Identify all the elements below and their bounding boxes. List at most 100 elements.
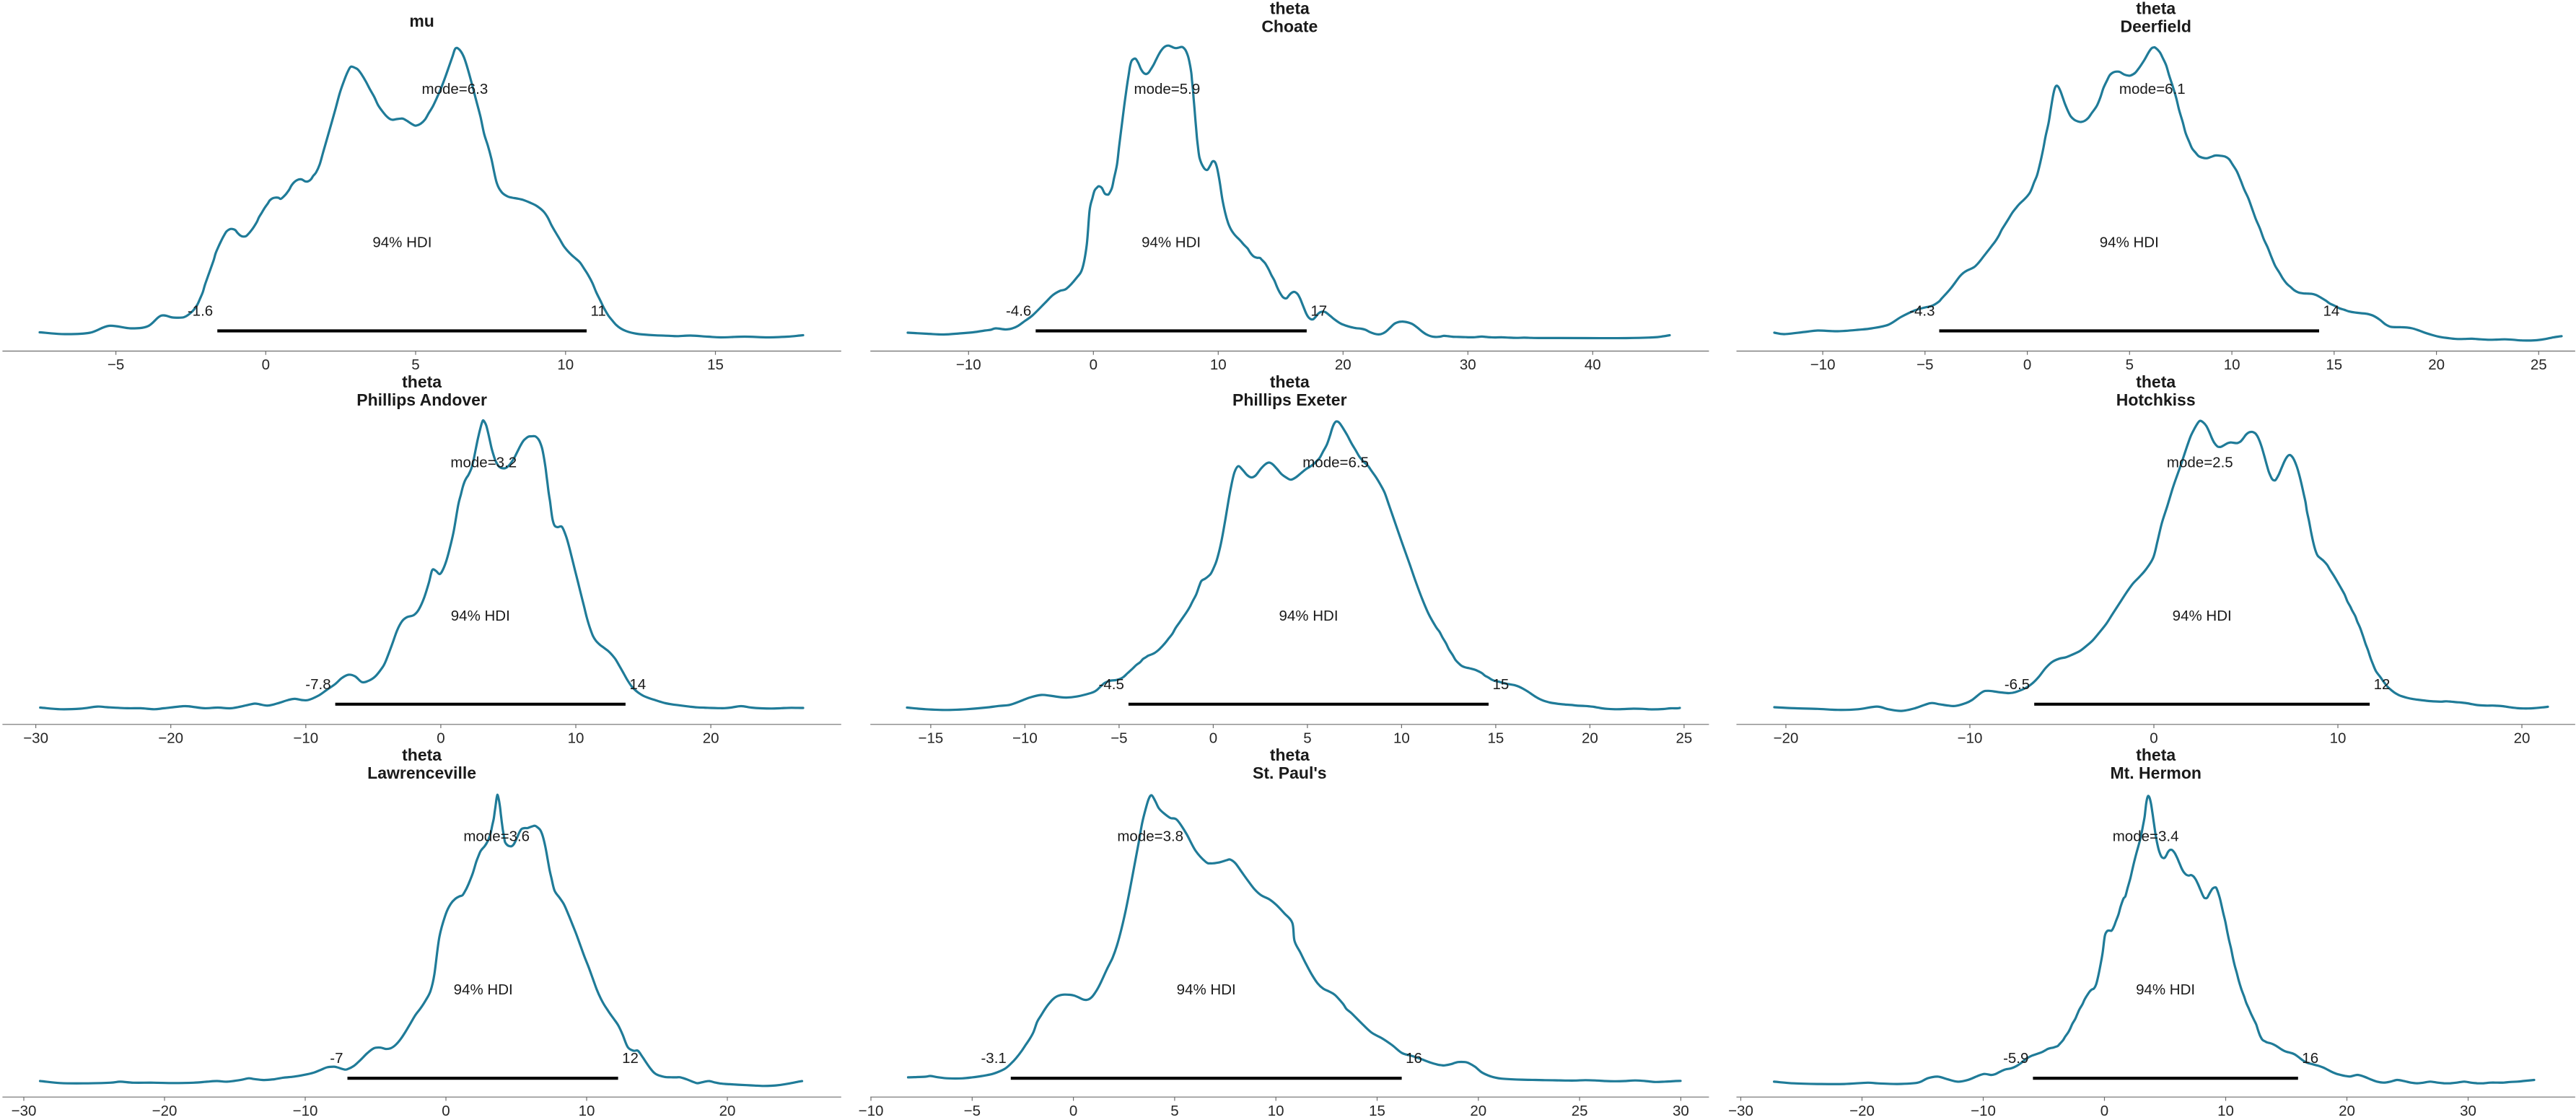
svg-text:10: 10 (1210, 356, 1227, 373)
svg-text:12: 12 (622, 1050, 639, 1067)
svg-text:5: 5 (1303, 730, 1311, 746)
svg-text:−5: −5 (108, 356, 124, 373)
svg-text:−5: −5 (1916, 356, 1933, 373)
svg-text:0: 0 (1090, 356, 1098, 373)
svg-text:94% HDI: 94% HDI (2136, 981, 2195, 998)
svg-text:Phillips Exeter: Phillips Exeter (1232, 390, 1347, 409)
svg-text:Lawrenceville: Lawrenceville (367, 764, 476, 782)
svg-text:0: 0 (2100, 1103, 2108, 1119)
svg-text:0: 0 (437, 730, 444, 746)
svg-text:20: 20 (2339, 1103, 2355, 1119)
svg-text:theta: theta (1270, 372, 1310, 391)
svg-text:mode=6.3: mode=6.3 (422, 81, 489, 97)
svg-text:mode=2.5: mode=2.5 (2167, 454, 2233, 471)
svg-text:5: 5 (411, 356, 419, 373)
svg-text:0: 0 (442, 1103, 450, 1119)
svg-text:St. Paul's: St. Paul's (1253, 764, 1327, 782)
svg-text:15: 15 (1369, 1103, 1385, 1119)
svg-text:94% HDI: 94% HDI (1177, 981, 1236, 998)
svg-text:−20: −20 (152, 1103, 178, 1119)
svg-text:14: 14 (629, 676, 646, 693)
svg-text:theta: theta (1270, 745, 1310, 764)
svg-text:10: 10 (1268, 1103, 1284, 1119)
svg-text:10: 10 (568, 730, 584, 746)
svg-text:Hotchkiss: Hotchkiss (2116, 390, 2196, 409)
svg-text:20: 20 (2428, 356, 2445, 373)
svg-text:94% HDI: 94% HDI (372, 235, 431, 251)
svg-text:theta: theta (2136, 372, 2176, 391)
svg-text:−10: −10 (293, 1103, 318, 1119)
svg-text:10: 10 (557, 356, 574, 373)
svg-text:10: 10 (2330, 730, 2347, 746)
svg-text:−30: −30 (23, 730, 48, 746)
svg-text:mode=3.6: mode=3.6 (463, 828, 530, 845)
svg-text:mode=5.9: mode=5.9 (1134, 81, 1201, 97)
svg-text:15: 15 (2326, 356, 2342, 373)
svg-text:mode=3.2: mode=3.2 (450, 454, 517, 471)
svg-text:Choate: Choate (1261, 17, 1318, 36)
svg-text:Phillips Andover: Phillips Andover (356, 390, 487, 409)
svg-text:25: 25 (1572, 1103, 1588, 1119)
svg-text:mode=3.8: mode=3.8 (1117, 828, 1183, 845)
svg-text:30: 30 (1673, 1103, 1689, 1119)
svg-text:20: 20 (719, 1103, 736, 1119)
svg-text:-6.5: -6.5 (2005, 676, 2030, 693)
svg-text:theta: theta (402, 372, 442, 391)
svg-text:16: 16 (1406, 1050, 1422, 1067)
svg-text:0: 0 (1209, 730, 1217, 746)
svg-text:94% HDI: 94% HDI (1279, 608, 1338, 624)
svg-text:94% HDI: 94% HDI (2173, 608, 2232, 624)
svg-text:mode=6.1: mode=6.1 (2119, 81, 2186, 97)
svg-text:−5: −5 (964, 1103, 981, 1119)
svg-text:-4.5: -4.5 (1099, 676, 1124, 693)
svg-text:−10: −10 (956, 356, 981, 373)
svg-text:30: 30 (2460, 1103, 2476, 1119)
svg-text:−5: −5 (1110, 730, 1127, 746)
svg-text:−10: −10 (859, 1103, 884, 1119)
svg-text:10: 10 (1393, 730, 1410, 746)
svg-text:25: 25 (2531, 356, 2547, 373)
svg-text:0: 0 (262, 356, 270, 373)
svg-text:14: 14 (2323, 303, 2340, 320)
svg-text:94% HDI: 94% HDI (2100, 235, 2159, 251)
svg-text:11: 11 (591, 303, 606, 320)
svg-text:-1.6: -1.6 (188, 303, 213, 320)
svg-text:10: 10 (2217, 1103, 2234, 1119)
svg-text:-4.3: -4.3 (1909, 303, 1935, 320)
svg-text:−30: −30 (1728, 1103, 1753, 1119)
svg-text:20: 20 (1335, 356, 1351, 373)
svg-text:-3.1: -3.1 (981, 1050, 1006, 1067)
svg-text:17: 17 (1310, 303, 1327, 320)
svg-text:−10: −10 (1810, 356, 1836, 373)
svg-text:0: 0 (2150, 730, 2157, 746)
svg-text:Mt. Hermon: Mt. Hermon (2110, 764, 2202, 782)
svg-text:16: 16 (2302, 1050, 2318, 1067)
svg-text:40: 40 (1585, 356, 1601, 373)
svg-text:−20: −20 (158, 730, 183, 746)
svg-text:10: 10 (2224, 356, 2240, 373)
svg-text:−15: −15 (919, 730, 944, 746)
svg-text:−20: −20 (1849, 1103, 1875, 1119)
svg-text:15: 15 (1493, 676, 1510, 693)
svg-text:10: 10 (579, 1103, 595, 1119)
svg-text:−10: −10 (293, 730, 318, 746)
svg-text:−10: −10 (1958, 730, 1983, 746)
svg-text:mode=3.4: mode=3.4 (2113, 828, 2179, 845)
svg-text:-5.9: -5.9 (2003, 1050, 2028, 1067)
svg-text:0: 0 (1069, 1103, 1077, 1119)
svg-text:5: 5 (2126, 356, 2134, 373)
svg-text:12: 12 (2374, 676, 2391, 693)
svg-text:20: 20 (2514, 730, 2531, 746)
svg-text:theta: theta (402, 745, 442, 764)
svg-text:−10: −10 (1971, 1103, 1996, 1119)
svg-text:94% HDI: 94% HDI (1142, 235, 1201, 251)
svg-text:theta: theta (2136, 0, 2176, 18)
svg-text:94% HDI: 94% HDI (454, 981, 513, 998)
svg-text:-7.8: -7.8 (305, 676, 330, 693)
svg-text:15: 15 (1487, 730, 1504, 746)
svg-text:−30: −30 (12, 1103, 37, 1119)
svg-text:20: 20 (1582, 730, 1598, 746)
svg-text:−10: −10 (1012, 730, 1038, 746)
svg-text:5: 5 (1170, 1103, 1178, 1119)
svg-text:30: 30 (1460, 356, 1476, 373)
